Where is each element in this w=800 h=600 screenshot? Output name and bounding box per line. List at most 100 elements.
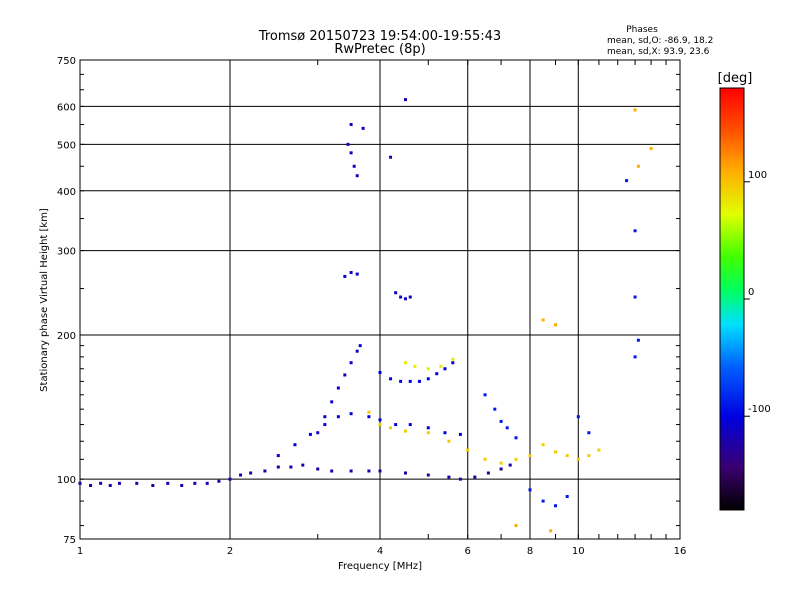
data-point: [625, 179, 629, 183]
data-point: [367, 469, 371, 473]
data-point: [117, 481, 121, 485]
data-point: [336, 415, 340, 419]
data-point: [633, 295, 637, 299]
data-point: [553, 450, 557, 454]
colorbar-tick-label: 100: [748, 170, 767, 181]
data-point: [217, 479, 221, 483]
data-point: [426, 426, 430, 430]
stats-o-line: mean, sd,O: -86.9, 18.2: [607, 36, 713, 46]
data-point: [451, 361, 455, 365]
x-tick-label: 10: [572, 546, 585, 557]
data-point: [289, 465, 293, 469]
data-point: [78, 481, 82, 485]
data-point: [408, 295, 412, 299]
data-point: [541, 443, 545, 447]
y-tick-label: 500: [57, 140, 76, 151]
data-point: [355, 349, 359, 353]
colorbar: [719, 87, 745, 511]
plot-frame: [79, 59, 681, 540]
data-point: [308, 432, 312, 436]
data-point: [349, 469, 353, 473]
data-point: [443, 367, 447, 371]
data-point: [439, 364, 443, 368]
data-point: [499, 419, 503, 423]
data-point: [301, 463, 305, 467]
data-point: [505, 426, 509, 430]
colorbar-tick-label: -100: [748, 404, 771, 415]
data-point: [447, 475, 451, 479]
data-point: [541, 318, 545, 322]
data-point: [576, 457, 580, 461]
data-point: [99, 481, 103, 485]
y-axis-label: Stationary phase Virtual Height [km]: [39, 208, 50, 392]
data-point: [151, 483, 155, 487]
data-point: [528, 454, 532, 458]
data-point: [276, 465, 280, 469]
series-group: [483, 179, 640, 508]
data-point: [553, 504, 557, 508]
data-point: [228, 477, 232, 481]
data-point: [435, 372, 439, 376]
data-point: [403, 471, 407, 475]
data-point: [336, 386, 340, 390]
data-point: [403, 361, 407, 365]
data-point: [458, 432, 462, 436]
data-point: [514, 436, 518, 440]
data-point: [89, 483, 93, 487]
colorbar-label: [deg]: [718, 71, 753, 86]
chart-subtitle: RwPretec (8p): [334, 42, 425, 57]
data-point: [361, 126, 365, 130]
data-point: [367, 415, 371, 419]
data-point: [343, 373, 347, 377]
data-point: [447, 439, 451, 443]
data-point: [358, 344, 362, 348]
data-point: [239, 473, 243, 477]
data-point: [323, 415, 327, 419]
series-group: [403, 357, 455, 371]
data-point: [352, 164, 356, 168]
data-point: [323, 423, 327, 427]
y-tick-label: 200: [57, 331, 76, 342]
data-point: [205, 481, 209, 485]
data-point: [263, 469, 267, 473]
series-group: [514, 108, 653, 533]
data-point: [408, 379, 412, 383]
data-point: [193, 481, 197, 485]
x-tick-label: 2: [227, 546, 233, 557]
data-point: [399, 295, 403, 299]
data-point: [378, 469, 382, 473]
chart-title: Tromsø 20150723 19:54:00-19:55:43: [258, 29, 501, 44]
data-point: [389, 377, 393, 381]
data-point: [499, 467, 503, 471]
data-point: [135, 481, 139, 485]
series-group: [346, 98, 407, 178]
x-tick-label: 1: [77, 546, 83, 557]
y-tick-label: 100: [57, 475, 76, 486]
data-point: [249, 471, 253, 475]
data-point: [408, 423, 412, 427]
data-point: [394, 423, 398, 427]
series-group: [78, 463, 512, 487]
data-point: [636, 338, 640, 342]
y-tick-label: 400: [57, 187, 76, 198]
data-point: [180, 483, 184, 487]
data-point: [417, 379, 421, 383]
series-group: [343, 271, 412, 301]
x-tick-label: 6: [465, 546, 471, 557]
data-point: [493, 407, 497, 411]
data-point: [633, 355, 637, 359]
colorbar-ticks: 100 0 -100: [744, 170, 771, 417]
data-point: [443, 431, 447, 435]
data-point: [403, 297, 407, 301]
data-point: [597, 448, 601, 452]
data-point: [565, 494, 569, 498]
data-point: [633, 108, 637, 112]
data-point: [486, 471, 490, 475]
x-axis-label: Frequency [MHz]: [338, 561, 422, 572]
data-point: [636, 164, 640, 168]
data-point: [541, 499, 545, 503]
data-point: [316, 431, 320, 435]
data-point: [466, 448, 470, 452]
data-point: [587, 454, 591, 458]
